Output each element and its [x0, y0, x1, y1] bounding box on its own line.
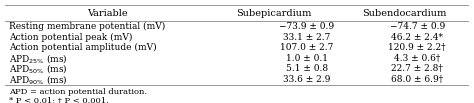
Text: Variable: Variable — [87, 9, 127, 18]
Text: 4.3 ± 0.6†: 4.3 ± 0.6† — [394, 54, 440, 63]
Text: 68.0 ± 6.9†: 68.0 ± 6.9† — [391, 75, 443, 84]
Text: Action potential amplitude (mV): Action potential amplitude (mV) — [9, 43, 157, 52]
Text: 1.0 ± 0.1: 1.0 ± 0.1 — [286, 54, 328, 63]
Text: APD = action potential duration.: APD = action potential duration. — [9, 88, 147, 96]
Text: 22.7 ± 2.8†: 22.7 ± 2.8† — [392, 64, 443, 73]
Text: 5.1 ± 0.8: 5.1 ± 0.8 — [286, 64, 328, 73]
Text: 120.9 ± 2.2†: 120.9 ± 2.2† — [389, 43, 446, 52]
Text: APD$_{{90\%}}$ (ms): APD$_{{90\%}}$ (ms) — [9, 73, 68, 86]
Text: −74.7 ± 0.9: −74.7 ± 0.9 — [390, 22, 445, 31]
Text: 33.6 ± 2.9: 33.6 ± 2.9 — [283, 75, 330, 84]
Text: Subepicardium: Subepicardium — [237, 9, 312, 18]
Text: * P < 0.01; † P < 0.001.: * P < 0.01; † P < 0.001. — [9, 96, 109, 103]
Text: 33.1 ± 2.7: 33.1 ± 2.7 — [283, 33, 330, 42]
Text: APD$_{{50\%}}$ (ms): APD$_{{50\%}}$ (ms) — [9, 62, 68, 75]
Text: 107.0 ± 2.7: 107.0 ± 2.7 — [280, 43, 333, 52]
Text: APD$_{{25\%}}$ (ms): APD$_{{25\%}}$ (ms) — [9, 52, 68, 65]
Text: Subendocardium: Subendocardium — [362, 9, 447, 18]
Text: 46.2 ± 2.4*: 46.2 ± 2.4* — [391, 33, 443, 42]
Text: −73.9 ± 0.9: −73.9 ± 0.9 — [279, 22, 334, 31]
Text: Action potential peak (mV): Action potential peak (mV) — [9, 33, 133, 42]
Text: Resting membrane potential (mV): Resting membrane potential (mV) — [9, 22, 165, 31]
